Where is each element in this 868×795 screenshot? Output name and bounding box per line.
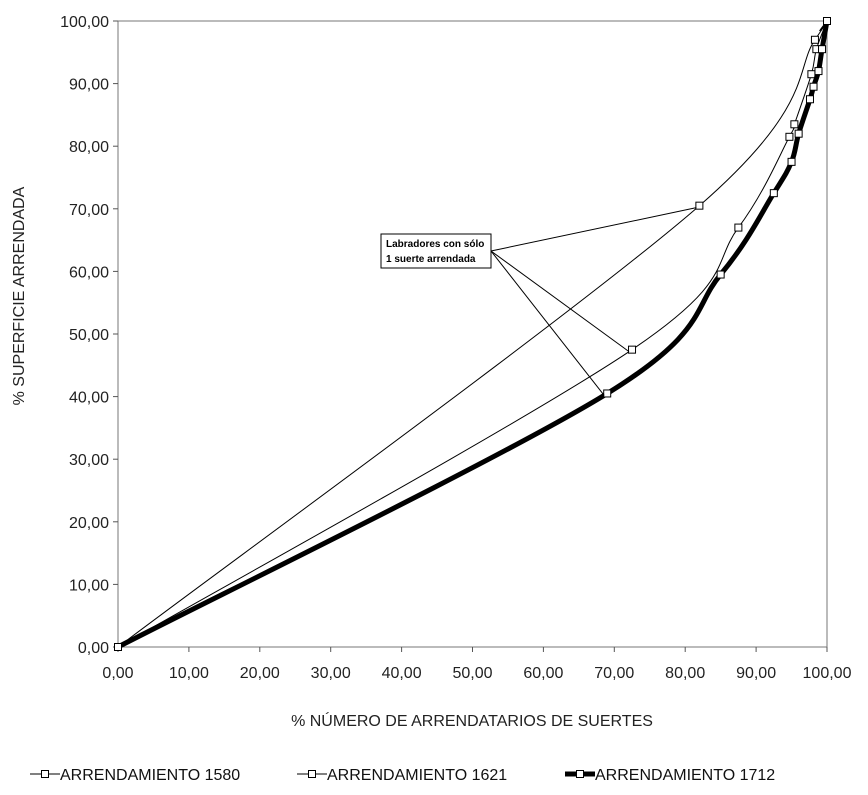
legend-label: ARRENDAMIENTO 1621 (327, 767, 507, 784)
x-tick-label: 0,00 (102, 665, 133, 682)
annotation-leader-line (490, 250, 630, 353)
y-tick-label: 90,00 (69, 77, 109, 94)
y-tick-label: 70,00 (69, 202, 109, 219)
x-tick-label: 30,00 (311, 665, 351, 682)
data-point (810, 35, 819, 44)
x-tick-label: 10,00 (169, 665, 209, 682)
data-point (769, 189, 778, 198)
annotation-line-2: 1 suerte arrendada (386, 254, 476, 265)
x-axis-title: % NÚMERO DE ARRENDATARIOS DE SUERTES (291, 711, 653, 730)
y-tick-label: 40,00 (69, 390, 109, 407)
annotation-leader-line (490, 250, 605, 396)
x-tick-label: 90,00 (736, 665, 776, 682)
data-point (807, 70, 816, 79)
legend-item: ARRENDAMIENTO 1621 (297, 767, 507, 784)
data-point (695, 201, 704, 210)
series-line (117, 20, 828, 648)
data-point (814, 67, 823, 76)
y-tick-label: 50,00 (69, 327, 109, 344)
legend-marker-swatch (576, 770, 584, 778)
data-point (603, 389, 612, 398)
data-point (628, 345, 637, 354)
data-point (785, 132, 794, 141)
series-1 (114, 17, 831, 651)
data-point (818, 45, 827, 54)
y-tick-label: 10,00 (69, 577, 109, 594)
data-point (716, 270, 725, 279)
data-point (787, 157, 796, 166)
y-tick-label: 100,00 (60, 14, 109, 31)
x-tick-label: 20,00 (240, 665, 280, 682)
annotation: Labradores con sólo 1 suerte arrendada (380, 207, 697, 396)
series-3 (114, 17, 831, 651)
legend-marker-swatch (308, 770, 316, 778)
y-tick-label: 20,00 (69, 515, 109, 532)
x-tick-label: 60,00 (523, 665, 563, 682)
legend-item: ARRENDAMIENTO 1712 (565, 767, 775, 784)
data-point (794, 129, 803, 138)
series-2 (114, 17, 831, 651)
legend-label: ARRENDAMIENTO 1712 (595, 767, 775, 784)
x-axis-ticks: 0,00 10,00 20,00 30,00 40,00 50,00 60,00 70,00 8… (102, 647, 852, 682)
data-point (790, 120, 799, 129)
data-point (809, 82, 818, 91)
series-layer (114, 17, 831, 651)
series-line (115, 18, 830, 650)
annotation-box (380, 233, 492, 269)
y-tick-label: 80,00 (69, 139, 109, 156)
x-tick-label: 80,00 (665, 665, 705, 682)
annotation-leader-line (490, 207, 697, 252)
data-point (114, 643, 122, 651)
x-tick-label: 40,00 (382, 665, 422, 682)
legend-marker-swatch (41, 770, 49, 778)
annotation-line-1: Labradores con sólo (386, 239, 484, 250)
data-point (805, 95, 814, 104)
legend: ARRENDAMIENTO 1580 ARRENDAMIENTO 1621 ARRE… (30, 767, 775, 784)
y-axis-ticks: 0,00 10,00 20,00 30,00 40,00 50,00 60,00 70,00 8… (60, 14, 118, 657)
y-tick-label: 30,00 (69, 452, 109, 469)
legend-label: ARRENDAMIENTO 1580 (60, 767, 240, 784)
x-tick-label: 100,00 (803, 665, 852, 682)
legend-item: ARRENDAMIENTO 1580 (30, 767, 240, 784)
y-axis-title: % SUPERFICIE ARRENDADA (11, 186, 28, 405)
y-tick-label: 60,00 (69, 264, 109, 281)
y-tick-label: 0,00 (78, 640, 109, 657)
x-tick-label: 70,00 (594, 665, 634, 682)
x-tick-label: 50,00 (452, 665, 492, 682)
data-point (823, 17, 831, 25)
data-point (734, 223, 743, 232)
series-line (117, 20, 828, 648)
plot-area (117, 20, 828, 648)
